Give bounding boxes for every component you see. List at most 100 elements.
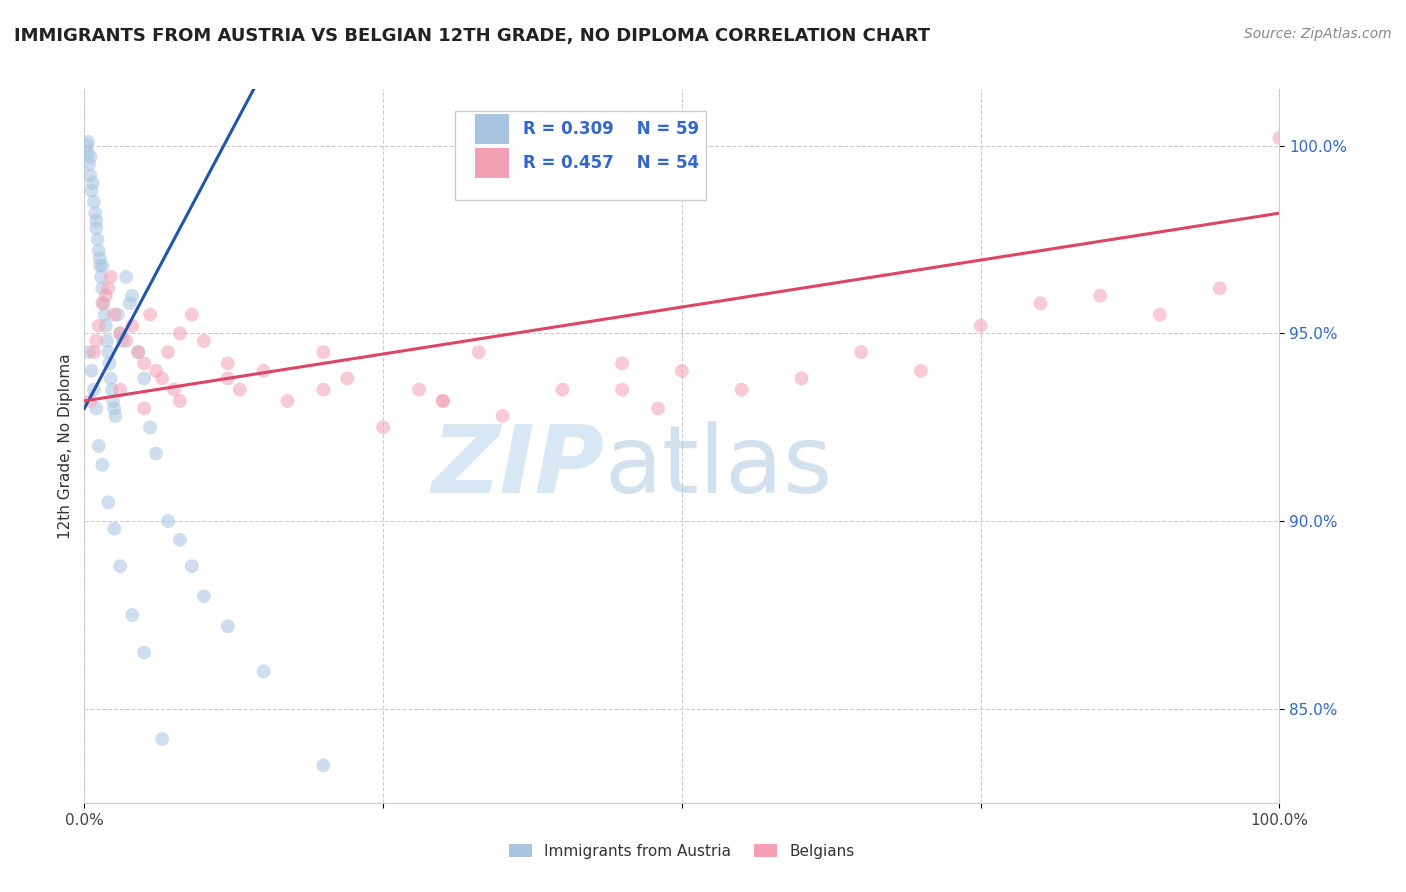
Point xyxy=(86,232,108,246)
Point xyxy=(163,383,186,397)
Point xyxy=(1090,289,1112,303)
Point xyxy=(217,356,239,370)
Point xyxy=(612,383,634,397)
Text: R = 0.457    N = 54: R = 0.457 N = 54 xyxy=(523,154,699,172)
Point xyxy=(139,420,162,434)
Point xyxy=(87,244,110,258)
Point xyxy=(851,345,873,359)
Point xyxy=(253,364,276,378)
FancyBboxPatch shape xyxy=(475,148,509,178)
Point xyxy=(86,334,108,348)
Point xyxy=(89,251,111,265)
Point xyxy=(1149,308,1171,322)
Point xyxy=(76,138,98,153)
Point xyxy=(93,296,115,310)
Point xyxy=(157,514,180,528)
Point xyxy=(181,559,204,574)
Point xyxy=(83,194,105,209)
Text: IMMIGRANTS FROM AUSTRIA VS BELGIAN 12TH GRADE, NO DIPLOMA CORRELATION CHART: IMMIGRANTS FROM AUSTRIA VS BELGIAN 12TH … xyxy=(14,27,931,45)
Point xyxy=(94,318,117,333)
Point xyxy=(229,383,252,397)
Point xyxy=(104,409,127,423)
Point xyxy=(111,334,134,348)
Point xyxy=(110,326,132,341)
Point xyxy=(432,393,454,408)
Point xyxy=(139,308,162,322)
Point xyxy=(132,356,156,370)
Point xyxy=(103,401,125,416)
Point xyxy=(312,345,335,359)
Point xyxy=(121,607,143,622)
Text: R = 0.309    N = 59: R = 0.309 N = 59 xyxy=(523,120,699,138)
Point xyxy=(408,383,430,397)
Point xyxy=(790,371,813,385)
Point xyxy=(910,364,932,378)
Text: ZIP: ZIP xyxy=(432,421,605,514)
Point xyxy=(468,345,491,359)
Point xyxy=(150,731,173,746)
Point xyxy=(83,345,105,359)
Point xyxy=(127,345,149,359)
Point xyxy=(181,308,204,322)
Point xyxy=(373,420,395,434)
Point xyxy=(90,270,112,285)
Point xyxy=(118,296,141,310)
Point xyxy=(169,533,191,547)
Text: Source: ZipAtlas.com: Source: ZipAtlas.com xyxy=(1244,27,1392,41)
Legend: Immigrants from Austria, Belgians: Immigrants from Austria, Belgians xyxy=(502,836,862,866)
Point xyxy=(97,345,120,359)
Point xyxy=(83,383,105,397)
Point xyxy=(103,522,125,536)
Point xyxy=(79,150,101,164)
Point xyxy=(731,383,754,397)
Point xyxy=(121,318,143,333)
Point xyxy=(217,371,239,385)
Point xyxy=(100,371,122,385)
Point xyxy=(336,371,359,385)
Point xyxy=(671,364,693,378)
Point xyxy=(647,401,669,416)
Text: atlas: atlas xyxy=(605,421,832,514)
Point xyxy=(253,665,276,679)
Point xyxy=(80,364,103,378)
Point xyxy=(312,758,335,772)
Point xyxy=(127,345,149,359)
Point xyxy=(77,345,100,359)
Point xyxy=(87,318,110,333)
Point xyxy=(132,371,156,385)
Point xyxy=(97,281,120,295)
Y-axis label: 12th Grade, No Diploma: 12th Grade, No Diploma xyxy=(58,353,73,539)
Point xyxy=(217,619,239,633)
Point xyxy=(169,326,191,341)
FancyBboxPatch shape xyxy=(475,114,509,145)
Point xyxy=(115,334,138,348)
Point xyxy=(612,356,634,370)
Point xyxy=(94,289,117,303)
Point xyxy=(77,146,100,161)
Point xyxy=(101,383,124,397)
Point xyxy=(492,409,515,423)
Point xyxy=(100,270,122,285)
Point xyxy=(86,401,108,416)
Point xyxy=(1029,296,1052,310)
Point xyxy=(79,169,101,183)
Point xyxy=(82,176,104,190)
Point xyxy=(77,135,100,149)
Point xyxy=(91,458,114,472)
Point xyxy=(86,213,108,227)
Point xyxy=(101,393,124,408)
Point xyxy=(84,206,107,220)
Point xyxy=(193,334,215,348)
Point xyxy=(145,446,167,460)
Point xyxy=(1268,131,1291,145)
Point xyxy=(98,356,121,370)
Point xyxy=(91,296,114,310)
Point xyxy=(96,334,118,348)
Point xyxy=(110,326,132,341)
Point xyxy=(87,439,110,453)
Point xyxy=(115,270,138,285)
Point xyxy=(89,259,111,273)
Point xyxy=(93,308,115,322)
Point xyxy=(121,289,143,303)
Point xyxy=(169,393,191,408)
